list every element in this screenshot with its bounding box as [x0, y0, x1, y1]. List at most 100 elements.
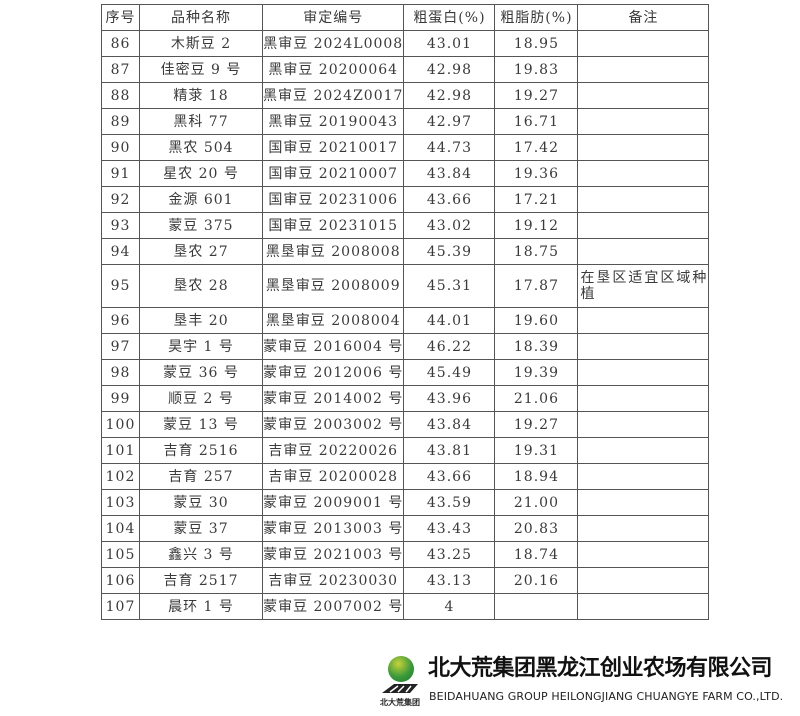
variety-name-cell: 星农 20 号	[139, 160, 263, 187]
crude-fat-cell: 18.95	[494, 30, 579, 57]
approval-code-cell: 国审豆 20231015	[261, 212, 405, 239]
table-row: 94 垦农 27 黑垦审豆 2008008 45.39 18.75	[101, 238, 710, 265]
variety-name-cell: 顺豆 2 号	[139, 385, 263, 412]
crude-fat-cell: 19.27	[494, 411, 579, 438]
crude-protein-cell: 44.01	[403, 307, 496, 334]
crude-protein-cell: 43.66	[403, 463, 496, 490]
approval-code-cell: 黑审豆 20190043	[261, 108, 405, 135]
crude-fat-cell: 19.60	[494, 307, 579, 334]
crude-fat-cell: 17.21	[494, 186, 579, 213]
note-cell	[577, 108, 710, 135]
crude-fat-cell: 21.00	[494, 489, 579, 516]
table-row: 104 蒙豆 37 蒙审豆 2013003 号 43.43 20.83	[101, 515, 710, 542]
note-cell	[577, 56, 710, 83]
header-note: 备注	[577, 4, 710, 31]
approval-code-cell: 国审豆 20210007	[261, 160, 405, 187]
soybean-variety-table: 序号 品种名称 审定编号 粗蛋白(%) 粗脂肪(%) 备注 86 木斯豆 2 黑审豆…	[101, 4, 710, 620]
crude-fat-cell: 19.83	[494, 56, 579, 83]
approval-code-cell: 黑垦审豆 2008004	[261, 307, 405, 334]
variety-name-cell: 黑农 504	[139, 134, 263, 161]
crude-fat-cell: 17.42	[494, 134, 579, 161]
row-no-cell: 98	[101, 359, 140, 386]
row-no-cell: 102	[101, 463, 140, 490]
crude-protein-cell: 46.22	[403, 333, 496, 360]
note-cell	[577, 333, 710, 360]
approval-code-cell: 黑垦审豆 2008008	[261, 238, 405, 265]
crude-protein-cell: 45.49	[403, 359, 496, 386]
row-no-cell: 96	[101, 307, 140, 334]
table-row: 87 佳密豆 9 号黑审豆 20200064 42.98 19.83	[101, 56, 710, 83]
crude-protein-cell: 43.59	[403, 489, 496, 516]
row-no-cell: 86	[101, 30, 140, 57]
note-cell	[577, 307, 710, 334]
variety-name-cell: 垦农 27	[139, 238, 263, 265]
table-row: 102 吉育 257 吉审豆 20200028 43.66 18.94	[101, 463, 710, 490]
row-no-cell: 99	[101, 385, 140, 412]
approval-code-cell: 蒙审豆 2003002 号	[261, 411, 405, 438]
approval-code-cell: 蒙审豆 2016004 号	[261, 333, 405, 360]
header-crude-fat: 粗脂肪(%)	[494, 4, 579, 31]
table-row: 91 星农 20 号国审豆 20210007 43.84 19.36	[101, 160, 710, 187]
approval-code-cell: 吉审豆 20200028	[261, 463, 405, 490]
variety-name-cell: 晨环 1 号	[139, 593, 263, 620]
note-cell	[577, 541, 710, 568]
crude-protein-cell: 42.98	[403, 56, 496, 83]
table-row: 93 蒙豆 375 国审豆 20231015 43.02 19.12	[101, 212, 710, 239]
variety-name-cell: 黑科 77	[139, 108, 263, 135]
variety-name-cell: 蒙豆 375	[139, 212, 263, 239]
table-row: 92 金源 601 国审豆 20231006 43.66 17.21	[101, 186, 710, 213]
row-no-cell: 103	[101, 489, 140, 516]
variety-name-cell: 木斯豆 2	[139, 30, 263, 57]
crude-protein-cell: 43.81	[403, 437, 496, 464]
variety-name-cell: 吉育 257	[139, 463, 263, 490]
row-no-cell: 91	[101, 160, 140, 187]
table-row: 105 鑫兴 3 号蒙审豆 2021003 号 43.25 18.74	[101, 541, 710, 568]
crude-protein-cell: 4	[403, 593, 496, 620]
note-cell	[577, 489, 710, 516]
table-row: 98 蒙豆 36 号蒙审豆 2012006 号 45.49 19.39	[101, 359, 710, 386]
approval-code-cell: 蒙审豆 2009001 号	[261, 489, 405, 516]
row-no-cell: 94	[101, 238, 140, 265]
note-cell	[577, 186, 710, 213]
crude-protein-cell: 44.73	[403, 134, 496, 161]
row-no-cell: 89	[101, 108, 140, 135]
variety-name-cell: 蒙豆 36 号	[139, 359, 263, 386]
row-no-cell: 107	[101, 593, 140, 620]
variety-name-cell: 蒙豆 37	[139, 515, 263, 542]
company-watermark: 北大荒集团 北大荒集团黑龙江创业农场有限公司 BEIDAHUANG GROUP …	[378, 652, 800, 712]
company-name-en: BEIDAHUANG GROUP HEILONGJIANG CHUANGYE F…	[429, 690, 784, 703]
note-cell	[577, 463, 710, 490]
crude-protein-cell: 43.84	[403, 411, 496, 438]
crude-fat-cell: 18.94	[494, 463, 579, 490]
approval-code-cell: 吉审豆 20220026	[261, 437, 405, 464]
crude-protein-cell: 43.25	[403, 541, 496, 568]
approval-code-cell: 国审豆 20231006	[261, 186, 405, 213]
crude-fat-cell: 19.39	[494, 359, 579, 386]
table-row: 97 昊宇 1 号蒙审豆 2016004 号 46.22 18.39	[101, 333, 710, 360]
crude-fat-cell: 18.39	[494, 333, 579, 360]
variety-name-cell: 垦丰 20	[139, 307, 263, 334]
note-cell	[577, 385, 710, 412]
table-row: 88 精莍 18 黑审豆 2024Z0017 42.98 19.27	[101, 82, 710, 109]
approval-code-cell: 黑审豆 20200064	[261, 56, 405, 83]
crude-fat-cell	[494, 593, 579, 620]
crude-protein-cell: 43.96	[403, 385, 496, 412]
crude-fat-cell: 19.31	[494, 437, 579, 464]
table-header-row: 序号 品种名称 审定编号 粗蛋白(%) 粗脂肪(%) 备注	[101, 4, 710, 31]
crude-protein-cell: 45.39	[403, 238, 496, 265]
crude-fat-cell: 21.06	[494, 385, 579, 412]
note-cell: 在垦区适宜区域种植	[577, 264, 710, 308]
note-cell	[577, 567, 710, 594]
crude-protein-cell: 45.31	[403, 264, 496, 308]
row-no-cell: 90	[101, 134, 140, 161]
row-no-cell: 101	[101, 437, 140, 464]
note-cell	[577, 359, 710, 386]
variety-name-cell: 佳密豆 9 号	[139, 56, 263, 83]
crude-fat-cell: 19.12	[494, 212, 579, 239]
row-no-cell: 87	[101, 56, 140, 83]
row-no-cell: 100	[101, 411, 140, 438]
variety-name-cell: 精莍 18	[139, 82, 263, 109]
variety-name-cell: 垦农 28	[139, 264, 263, 308]
note-cell	[577, 160, 710, 187]
